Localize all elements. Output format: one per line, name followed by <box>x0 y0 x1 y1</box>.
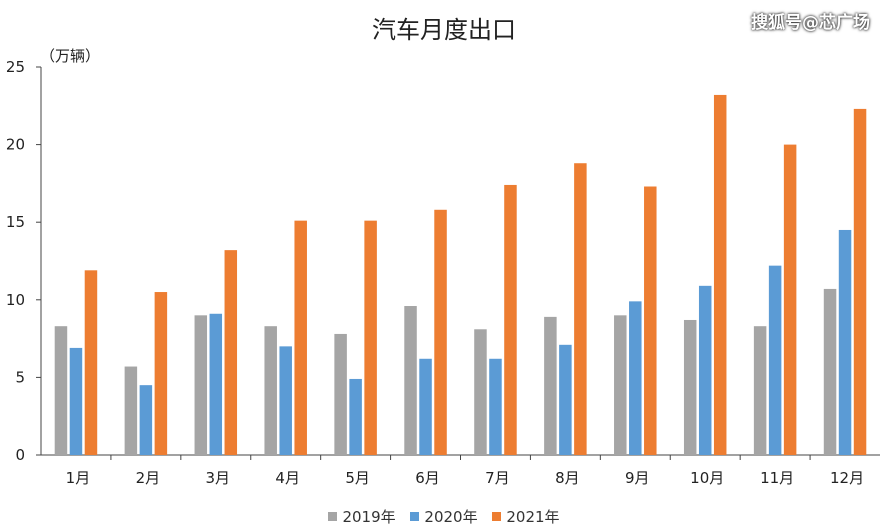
bar-2019年-1月 <box>54 326 68 455</box>
bar-2020年-10月 <box>698 285 712 455</box>
x-tick-label: 6月 <box>415 469 440 487</box>
chart-labels: 0 5 10 15 20 25 1月 2月 3月 4月 5月 6月 7月 8月 9月 10月 11月 12月 <box>6 58 864 487</box>
y-tick-label: 0 <box>15 446 25 464</box>
bar-2019年-6月 <box>404 306 417 455</box>
legend-label-2019: 2019年 <box>342 508 396 526</box>
legend-label-2020: 2020年 <box>424 508 478 526</box>
bar-2020年-8月 <box>559 344 572 455</box>
legend-swatch-2021 <box>492 512 502 521</box>
legend-item-2019: 2019年 <box>328 506 396 527</box>
bar-2021年-5月 <box>364 220 377 455</box>
x-tick-label: 2月 <box>136 469 161 487</box>
x-tick-label: 10月 <box>690 469 724 487</box>
bar-2021年-11月 <box>783 144 797 455</box>
x-tick-label: 12月 <box>830 469 864 487</box>
bar-2020年-5月 <box>349 378 362 455</box>
bar-2019年-9月 <box>614 315 627 455</box>
bar-2019年-7月 <box>474 329 487 455</box>
x-tick-label: 1月 <box>66 469 91 487</box>
y-tick-label: 15 <box>6 213 25 231</box>
legend-item-2020: 2020年 <box>410 506 478 527</box>
x-tick-label: 3月 <box>206 469 231 487</box>
bar-2020年-2月 <box>139 385 153 455</box>
bar-2019年-5月 <box>334 333 347 455</box>
y-axis-unit-label: （万辆） <box>40 47 101 65</box>
bar-2020年-7月 <box>489 358 502 455</box>
bar-2020年-4月 <box>279 346 292 455</box>
bar-2021年-12月 <box>853 108 867 456</box>
bar-2021年-2月 <box>154 292 168 455</box>
bar-2019年-12月 <box>823 288 837 455</box>
chart-title: 汽车月度出口 <box>372 16 516 44</box>
x-tick-label: 8月 <box>555 469 580 487</box>
bar-2019年-3月 <box>194 315 208 455</box>
bar-2021年-6月 <box>434 209 447 455</box>
legend-swatch-2020 <box>410 512 420 521</box>
bar-2020年-9月 <box>629 301 642 455</box>
y-tick-label: 10 <box>6 291 25 309</box>
bar-2019年-4月 <box>264 326 277 455</box>
bar-2020年-11月 <box>768 265 782 455</box>
bar-2019年-2月 <box>124 366 138 455</box>
legend-item-2021: 2021年 <box>492 506 560 527</box>
bar-2020年-3月 <box>209 313 223 455</box>
bar-2020年-6月 <box>419 358 432 455</box>
x-tick-label: 5月 <box>345 469 370 487</box>
bar-2020年-1月 <box>69 347 83 455</box>
x-tick-label: 9月 <box>625 469 650 487</box>
bar-2021年-4月 <box>294 220 307 455</box>
bar-2021年-10月 <box>713 94 727 455</box>
legend-label-2021: 2021年 <box>506 508 560 526</box>
chart-axes <box>36 66 880 460</box>
x-tick-label: 7月 <box>485 469 510 487</box>
bar-2021年-7月 <box>504 184 517 455</box>
chart-legend: 2019年 2020年 2021年 <box>0 506 888 527</box>
bar-2019年-8月 <box>544 316 557 455</box>
y-tick-label: 25 <box>6 58 25 76</box>
bar-2020年-12月 <box>838 229 852 455</box>
x-tick-label: 11月 <box>760 469 794 487</box>
x-tick-label: 4月 <box>275 469 300 487</box>
legend-swatch-2019 <box>328 512 338 521</box>
bar-2021年-9月 <box>644 186 657 455</box>
bar-2021年-3月 <box>224 250 238 455</box>
bar-2021年-8月 <box>574 163 587 455</box>
bar-2019年-10月 <box>683 319 697 455</box>
chart-bars <box>54 94 867 456</box>
watermark: 搜狐号@芯广场 <box>751 13 870 33</box>
y-tick-label: 5 <box>15 368 25 386</box>
bar-2021年-1月 <box>84 270 98 455</box>
y-tick-label: 20 <box>6 136 25 154</box>
bar-2019年-11月 <box>753 326 767 455</box>
